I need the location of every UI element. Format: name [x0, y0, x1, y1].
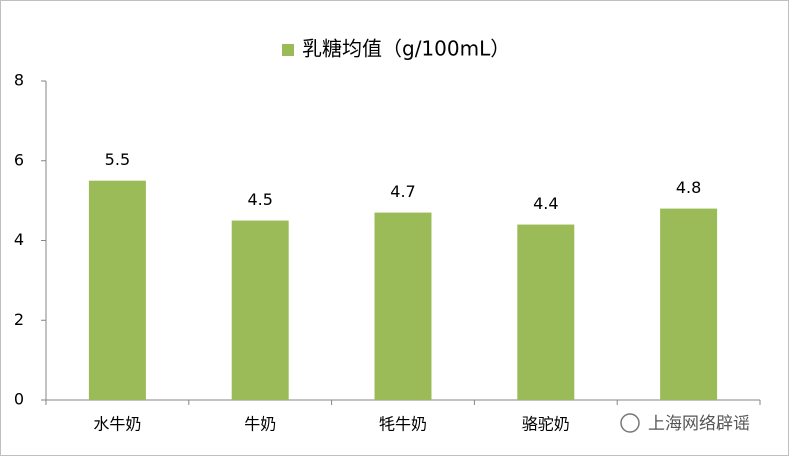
x-tick-label: 水牛奶	[93, 415, 141, 434]
x-tick-label: 牦牛奶	[379, 415, 427, 434]
y-tick-label: 8	[14, 71, 24, 90]
bar	[231, 220, 289, 400]
legend-swatch	[282, 44, 294, 56]
watermark-icon	[620, 413, 640, 433]
bar	[517, 224, 575, 400]
y-tick-label: 4	[14, 230, 24, 249]
bar	[660, 208, 718, 400]
x-tick-label: 骆驼奶	[522, 415, 570, 434]
x-tick-label: 牛奶	[244, 415, 276, 434]
legend-label: 乳糖均值（g/100mL）	[302, 37, 510, 61]
data-label: 4.8	[676, 178, 701, 197]
data-label: 5.5	[105, 150, 130, 169]
watermark: 上海网络辟谣	[648, 414, 750, 434]
y-tick-label: 2	[14, 310, 24, 329]
data-label: 4.4	[533, 194, 558, 213]
y-tick-label: 6	[14, 150, 24, 169]
data-label: 4.5	[247, 190, 272, 209]
bar	[88, 180, 146, 400]
bar	[374, 212, 432, 400]
y-tick-label: 0	[14, 390, 24, 409]
data-label: 4.7	[390, 182, 415, 201]
